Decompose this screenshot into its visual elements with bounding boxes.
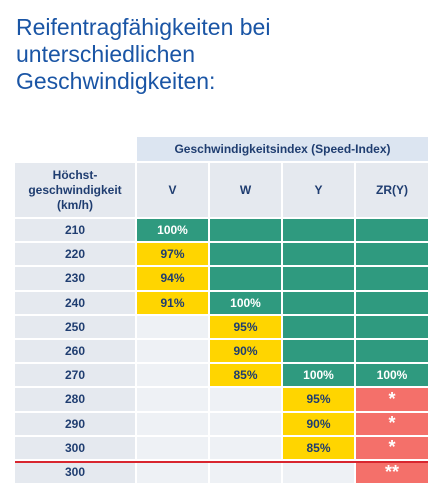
cell xyxy=(356,219,428,242)
cell xyxy=(283,315,354,338)
row-header-line: Höchst- xyxy=(52,167,98,182)
cell xyxy=(283,267,354,290)
row-header: Höchst-geschwindigkeit (km/h) xyxy=(15,163,135,217)
cell xyxy=(210,219,281,242)
column-header: V xyxy=(137,163,208,217)
cell: 91% xyxy=(137,291,208,314)
cell: 100% xyxy=(210,291,281,314)
cell: 90% xyxy=(283,412,354,435)
title: Reifentragfähigkeiten bei unterschiedlich… xyxy=(16,14,270,95)
speed-cell: 270 xyxy=(15,364,135,387)
speed-cell: 260 xyxy=(15,340,135,363)
column-header: Y xyxy=(283,163,354,217)
cell xyxy=(283,219,354,242)
cell xyxy=(283,461,354,484)
cell: ** xyxy=(356,461,428,484)
cell: 85% xyxy=(210,364,281,387)
row-header-line: (km/h) xyxy=(57,197,93,212)
cell xyxy=(137,436,208,459)
cell xyxy=(137,461,208,484)
speed-cell: 290 xyxy=(15,412,135,435)
speed-cell: 300 xyxy=(15,461,135,484)
cell xyxy=(283,243,354,266)
cell: 100% xyxy=(137,219,208,242)
column-header: ZR(Y) xyxy=(356,163,428,217)
cell: 95% xyxy=(283,388,354,411)
cell xyxy=(210,436,281,459)
speed-cell: 280 xyxy=(15,388,135,411)
cell xyxy=(137,412,208,435)
cell xyxy=(210,388,281,411)
cell xyxy=(210,412,281,435)
cell xyxy=(210,243,281,266)
cell: 100% xyxy=(356,364,428,387)
cell: 97% xyxy=(137,243,208,266)
cell: 90% xyxy=(210,340,281,363)
cell: 94% xyxy=(137,267,208,290)
cell xyxy=(210,461,281,484)
cell: 85% xyxy=(283,436,354,459)
column-header: W xyxy=(210,163,281,217)
speed-cell: 220 xyxy=(15,243,135,266)
cell: * xyxy=(356,436,428,459)
cell xyxy=(356,315,428,338)
cell: * xyxy=(356,412,428,435)
speed-cell: 240 xyxy=(15,291,135,314)
speed-cell: 210 xyxy=(15,219,135,242)
cell xyxy=(137,340,208,363)
cell xyxy=(283,340,354,363)
row-header-line: geschwindigkeit xyxy=(28,182,122,197)
speed-cell: 300 xyxy=(15,436,135,459)
cell: 95% xyxy=(210,315,281,338)
cell xyxy=(356,340,428,363)
cell xyxy=(356,243,428,266)
cell xyxy=(356,267,428,290)
cell xyxy=(210,267,281,290)
cell xyxy=(137,315,208,338)
title-line: Reifentragfähigkeiten bei xyxy=(16,14,271,40)
cell xyxy=(283,291,354,314)
cell: 100% xyxy=(283,364,354,387)
cell xyxy=(356,291,428,314)
cell xyxy=(137,364,208,387)
separator-line xyxy=(15,461,428,463)
title-line: Geschwindigkeiten: xyxy=(16,68,216,94)
group-header: Geschwindigkeitsindex (Speed-Index) xyxy=(137,137,428,161)
speed-cell: 230 xyxy=(15,267,135,290)
cell: * xyxy=(356,388,428,411)
title-line: unterschiedlichen xyxy=(16,41,196,67)
speed-cell: 250 xyxy=(15,315,135,338)
cell xyxy=(137,388,208,411)
